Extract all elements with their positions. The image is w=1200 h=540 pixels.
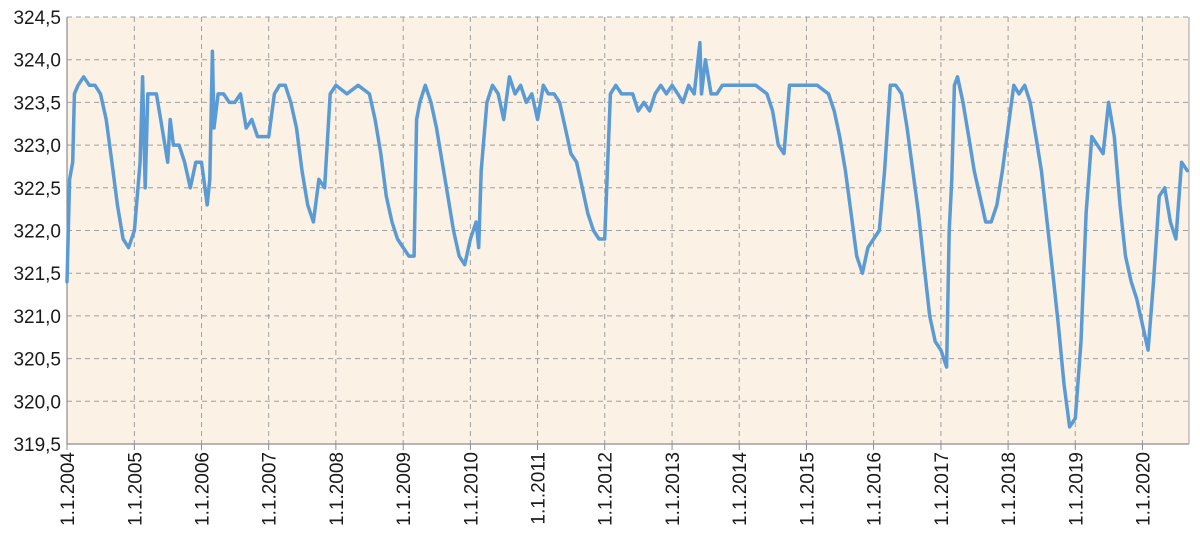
x-tick-label: 1.1.2015 bbox=[797, 452, 818, 526]
y-tick-label: 323,0 bbox=[13, 136, 61, 157]
x-tick-label: 1.1.2011 bbox=[529, 452, 550, 525]
x-tick-label: 1.1.2004 bbox=[58, 452, 79, 526]
x-tick-label: 1.1.2012 bbox=[596, 452, 617, 526]
series-line bbox=[65, 40, 1190, 429]
x-tick-label: 1.1.2010 bbox=[461, 452, 482, 526]
y-tick-label: 322,5 bbox=[13, 179, 61, 200]
y-tick-label: 322,0 bbox=[13, 222, 61, 243]
x-tick-label: 1.1.2013 bbox=[663, 452, 684, 526]
x-tick-label: 1.1.2016 bbox=[865, 452, 886, 526]
x-tick-label: 1.1.2008 bbox=[327, 452, 348, 526]
x-tick-label: 1.1.2020 bbox=[1133, 452, 1154, 526]
x-tick-label: 1.1.2018 bbox=[999, 452, 1020, 526]
x-tick-label: 1.1.2005 bbox=[125, 452, 146, 526]
y-tick-label: 323,5 bbox=[13, 93, 61, 114]
y-tick-label: 321,5 bbox=[13, 264, 61, 285]
x-tick-label: 1.1.2017 bbox=[932, 452, 953, 526]
axes bbox=[66, 16, 1190, 450]
y-tick-label: 320,0 bbox=[13, 392, 61, 413]
x-tick-label: 1.1.2014 bbox=[730, 452, 751, 526]
x-tick-label: 1.1.2009 bbox=[394, 452, 415, 526]
y-tick-label: 324,0 bbox=[13, 51, 61, 72]
x-tick-label: 1.1.2007 bbox=[260, 452, 281, 526]
x-tick-label: 1.1.2006 bbox=[193, 452, 214, 526]
x-tick-label: 1.1.2019 bbox=[1066, 452, 1087, 526]
series-group bbox=[65, 40, 1190, 429]
x-axis-ticks: 1.1.2004 1.1.2005 1.1.2006 1.1.2007 1.1.2008… bbox=[58, 452, 1154, 526]
y-tick-label: 321,0 bbox=[13, 307, 61, 328]
y-axis-ticks: 319,5 320,0 320,5 321,0 321,5 322,0 322,5 323,0… bbox=[13, 8, 61, 456]
y-tick-label: 319,5 bbox=[13, 435, 61, 456]
y-tick-label: 320,5 bbox=[13, 350, 61, 371]
y-tick-label: 324,5 bbox=[13, 8, 61, 29]
